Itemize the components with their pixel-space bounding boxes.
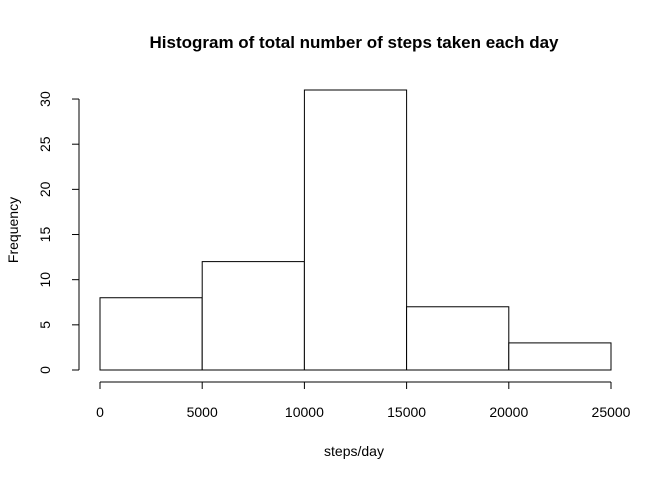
x-tick-label-2: 10000 — [285, 404, 324, 420]
y-tick-label-6: 30 — [37, 91, 53, 107]
x-axis-label: steps/day — [324, 443, 384, 459]
x-tick-label-3: 15000 — [387, 404, 426, 420]
x-tick-label-4: 20000 — [489, 404, 528, 420]
y-tick-label-1: 5 — [37, 321, 53, 329]
histogram-bar-0 — [99, 297, 203, 371]
y-tick-label-2: 10 — [37, 272, 53, 288]
chart-title: Histogram of total number of steps taken… — [149, 33, 559, 52]
y-axis-label: Frequency — [5, 197, 21, 263]
y-tick-label-3: 15 — [37, 227, 53, 243]
y-tick-label-0: 0 — [37, 366, 53, 374]
histogram-bar-3 — [406, 306, 510, 371]
histogram-bar-4 — [508, 342, 612, 371]
x-axis: 0 5000 10000 15000 20000 25000 — [96, 381, 631, 420]
x-tick-label-0: 0 — [96, 404, 104, 420]
histogram-bar-2 — [303, 89, 408, 371]
bars-group — [99, 89, 612, 371]
y-axis: 0 5 10 15 20 25 30 — [37, 91, 80, 374]
x-tick-label-1: 5000 — [187, 404, 218, 420]
histogram-bar-1 — [201, 261, 305, 371]
x-tick-label-5: 25000 — [592, 404, 631, 420]
y-tick-label-4: 20 — [37, 181, 53, 197]
y-tick-label-5: 25 — [37, 136, 53, 152]
